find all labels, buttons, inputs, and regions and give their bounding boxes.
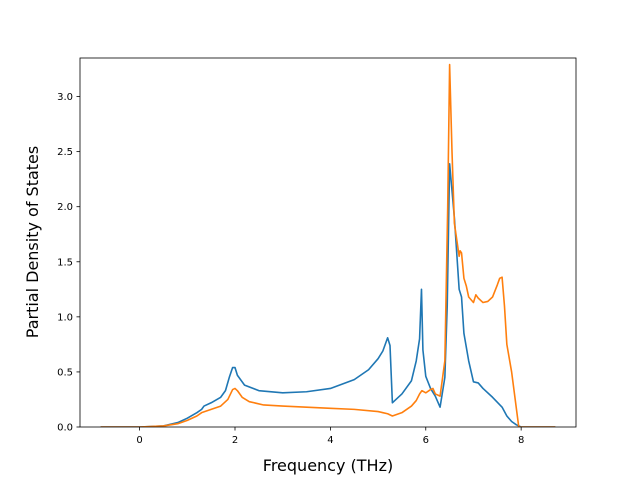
y-tick-label: 3.0 <box>57 92 73 103</box>
y-tick-label: 1.0 <box>57 312 73 323</box>
y-tick-label: 2.0 <box>57 202 73 213</box>
y-axis-title: Partial Density of States <box>23 146 42 338</box>
y-tick-label: 2.5 <box>57 147 73 158</box>
plot-frame <box>79 57 577 428</box>
x-axis: 0 2 4 6 8 <box>136 427 524 446</box>
series-line-2 <box>100 63 556 427</box>
y-tick-label: 0.0 <box>57 423 73 434</box>
x-tick-label: 6 <box>423 435 429 446</box>
x-tick-label: 2 <box>232 435 238 446</box>
series-layer <box>100 63 556 427</box>
x-tick-label: 8 <box>518 435 524 446</box>
series-line-1 <box>100 162 556 427</box>
y-axis: 0.0 0.5 1.0 1.5 2.0 2.5 3.0 <box>57 92 80 434</box>
x-axis-title: Frequency (THz) <box>263 456 393 475</box>
x-tick-label: 0 <box>136 435 142 446</box>
y-tick-label: 0.5 <box>57 367 73 378</box>
x-tick-label: 4 <box>327 435 333 446</box>
y-tick-label: 1.5 <box>57 257 73 268</box>
plot-background <box>80 58 576 427</box>
